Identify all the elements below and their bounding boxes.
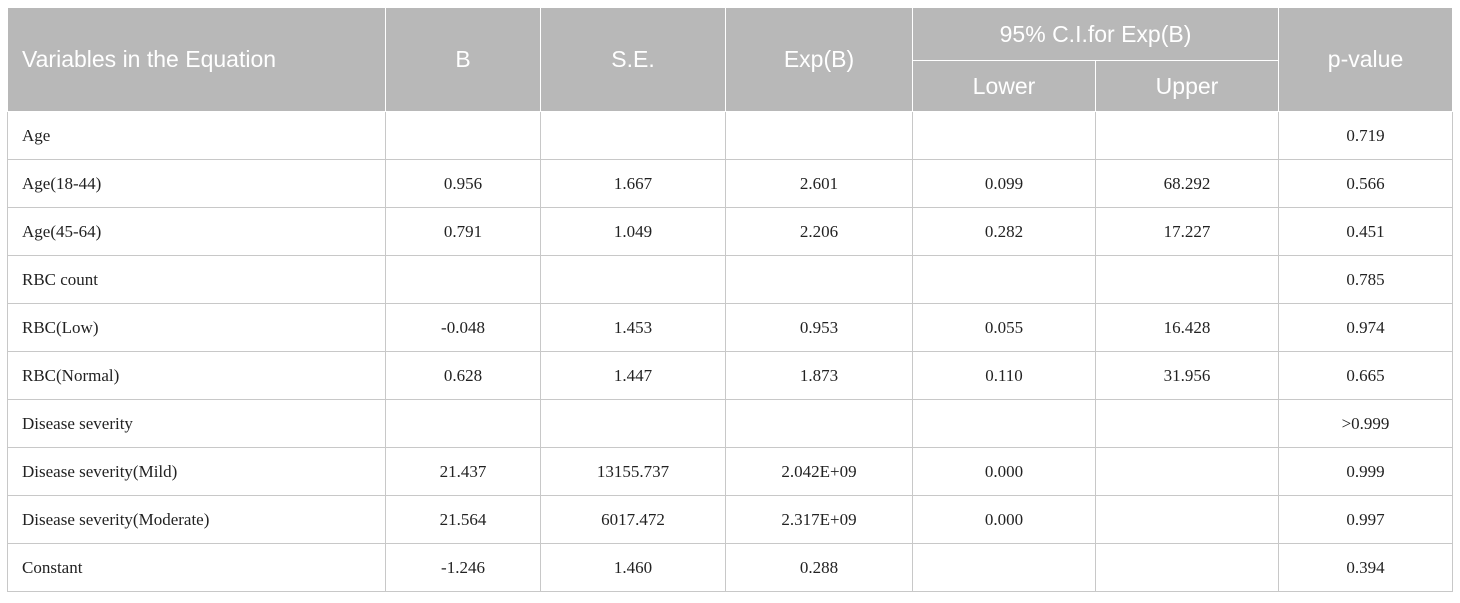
cell-upper bbox=[1094, 495, 1280, 544]
cell-expb: 2.206 bbox=[725, 207, 913, 256]
cell-p: 0.665 bbox=[1278, 351, 1454, 400]
cell-label: RBC(Low) bbox=[7, 303, 386, 352]
cell-se: 1.049 bbox=[540, 207, 726, 256]
header-b: B bbox=[385, 7, 541, 112]
cell-lower bbox=[912, 255, 1096, 304]
cell-expb bbox=[725, 111, 913, 160]
cell-upper bbox=[1094, 111, 1280, 160]
cell-upper: 31.956 bbox=[1094, 351, 1280, 400]
cell-b: 21.437 bbox=[385, 447, 541, 496]
cell-se: 1.460 bbox=[540, 543, 726, 592]
regression-table: Variables in the Equation B S.E. Exp(B) … bbox=[7, 7, 1454, 592]
table-header: Variables in the Equation B S.E. Exp(B) … bbox=[7, 7, 1454, 112]
cell-se bbox=[540, 111, 726, 160]
cell-b: 0.791 bbox=[385, 207, 541, 256]
cell-upper bbox=[1094, 399, 1280, 448]
cell-label: RBC(Normal) bbox=[7, 351, 386, 400]
header-upper: Upper bbox=[1094, 60, 1280, 112]
cell-expb bbox=[725, 255, 913, 304]
cell-upper bbox=[1094, 255, 1280, 304]
cell-se: 1.447 bbox=[540, 351, 726, 400]
cell-p: 0.451 bbox=[1278, 207, 1454, 256]
cell-p: 0.999 bbox=[1278, 447, 1454, 496]
cell-p: >0.999 bbox=[1278, 399, 1454, 448]
cell-upper: 16.428 bbox=[1094, 303, 1280, 352]
header-variables: Variables in the Equation bbox=[7, 7, 386, 112]
cell-label: Constant bbox=[7, 543, 386, 592]
header-expb: Exp(B) bbox=[725, 7, 913, 112]
cell-expb: 2.601 bbox=[725, 159, 913, 208]
cell-p: 0.785 bbox=[1278, 255, 1454, 304]
cell-lower: 0.000 bbox=[912, 495, 1096, 544]
cell-lower bbox=[912, 111, 1096, 160]
cell-se: 1.453 bbox=[540, 303, 726, 352]
cell-expb bbox=[725, 399, 913, 448]
cell-lower bbox=[912, 543, 1096, 592]
table-row: Constant -1.246 1.460 0.288 0.394 bbox=[7, 543, 1454, 592]
cell-se bbox=[540, 255, 726, 304]
cell-label: Disease severity bbox=[7, 399, 386, 448]
cell-label: Age(18-44) bbox=[7, 159, 386, 208]
header-ci: 95% C.I.for Exp(B) bbox=[911, 7, 1280, 61]
cell-label: Disease severity(Moderate) bbox=[7, 495, 386, 544]
cell-se: 13155.737 bbox=[540, 447, 726, 496]
cell-expb: 0.288 bbox=[725, 543, 913, 592]
cell-p: 0.566 bbox=[1278, 159, 1454, 208]
cell-lower: 0.055 bbox=[912, 303, 1096, 352]
cell-p: 0.394 bbox=[1278, 543, 1454, 592]
cell-lower: 0.282 bbox=[912, 207, 1096, 256]
cell-b bbox=[385, 399, 541, 448]
cell-se: 6017.472 bbox=[540, 495, 726, 544]
cell-expb: 0.953 bbox=[725, 303, 913, 352]
table-row: Age(45-64) 0.791 1.049 2.206 0.282 17.227 0.45… bbox=[7, 207, 1454, 256]
table-row: Disease severity(Mild) 21.437 13155.737 2.0… bbox=[7, 447, 1454, 496]
cell-upper bbox=[1094, 447, 1280, 496]
cell-p: 0.719 bbox=[1278, 111, 1454, 160]
table-row: Disease severity(Moderate) 21.564 6017.472… bbox=[7, 495, 1454, 544]
regression-table-container: Variables in the Equation B S.E. Exp(B) … bbox=[7, 7, 1454, 592]
header-lower: Lower bbox=[912, 60, 1096, 112]
cell-se: 1.667 bbox=[540, 159, 726, 208]
cell-lower: 0.110 bbox=[912, 351, 1096, 400]
cell-p: 0.974 bbox=[1278, 303, 1454, 352]
table-row: RBC(Normal) 0.628 1.447 1.873 0.110 31.956 0.6… bbox=[7, 351, 1454, 400]
header-se: S.E. bbox=[540, 7, 726, 112]
cell-lower: 0.000 bbox=[912, 447, 1096, 496]
cell-lower bbox=[912, 399, 1096, 448]
table-row: RBC(Low) -0.048 1.453 0.953 0.055 16.428 0.974 bbox=[7, 303, 1454, 352]
cell-label: Age bbox=[7, 111, 386, 160]
cell-expb: 1.873 bbox=[725, 351, 913, 400]
cell-b: -1.246 bbox=[385, 543, 541, 592]
cell-b: 21.564 bbox=[385, 495, 541, 544]
table-row: Age(18-44) 0.956 1.667 2.601 0.099 68.292 0.56… bbox=[7, 159, 1454, 208]
cell-lower: 0.099 bbox=[912, 159, 1096, 208]
cell-label: RBC count bbox=[7, 255, 386, 304]
cell-b bbox=[385, 111, 541, 160]
table-row: Age 0.719 bbox=[7, 111, 1454, 160]
table-body: Age 0.719 Age(18-44) 0.956 1.667 2.601 0.099 68… bbox=[7, 111, 1454, 592]
cell-b: 0.628 bbox=[385, 351, 541, 400]
cell-se bbox=[540, 399, 726, 448]
cell-b bbox=[385, 255, 541, 304]
cell-b: 0.956 bbox=[385, 159, 541, 208]
cell-expb: 2.317E+09 bbox=[725, 495, 913, 544]
header-pvalue: p-value bbox=[1278, 7, 1454, 112]
table-row: Disease severity >0.999 bbox=[7, 399, 1454, 448]
cell-upper bbox=[1094, 543, 1280, 592]
cell-b: -0.048 bbox=[385, 303, 541, 352]
cell-label: Disease severity(Mild) bbox=[7, 447, 386, 496]
cell-label: Age(45-64) bbox=[7, 207, 386, 256]
table-row: RBC count 0.785 bbox=[7, 255, 1454, 304]
cell-upper: 17.227 bbox=[1094, 207, 1280, 256]
cell-p: 0.997 bbox=[1278, 495, 1454, 544]
cell-upper: 68.292 bbox=[1094, 159, 1280, 208]
cell-expb: 2.042E+09 bbox=[725, 447, 913, 496]
